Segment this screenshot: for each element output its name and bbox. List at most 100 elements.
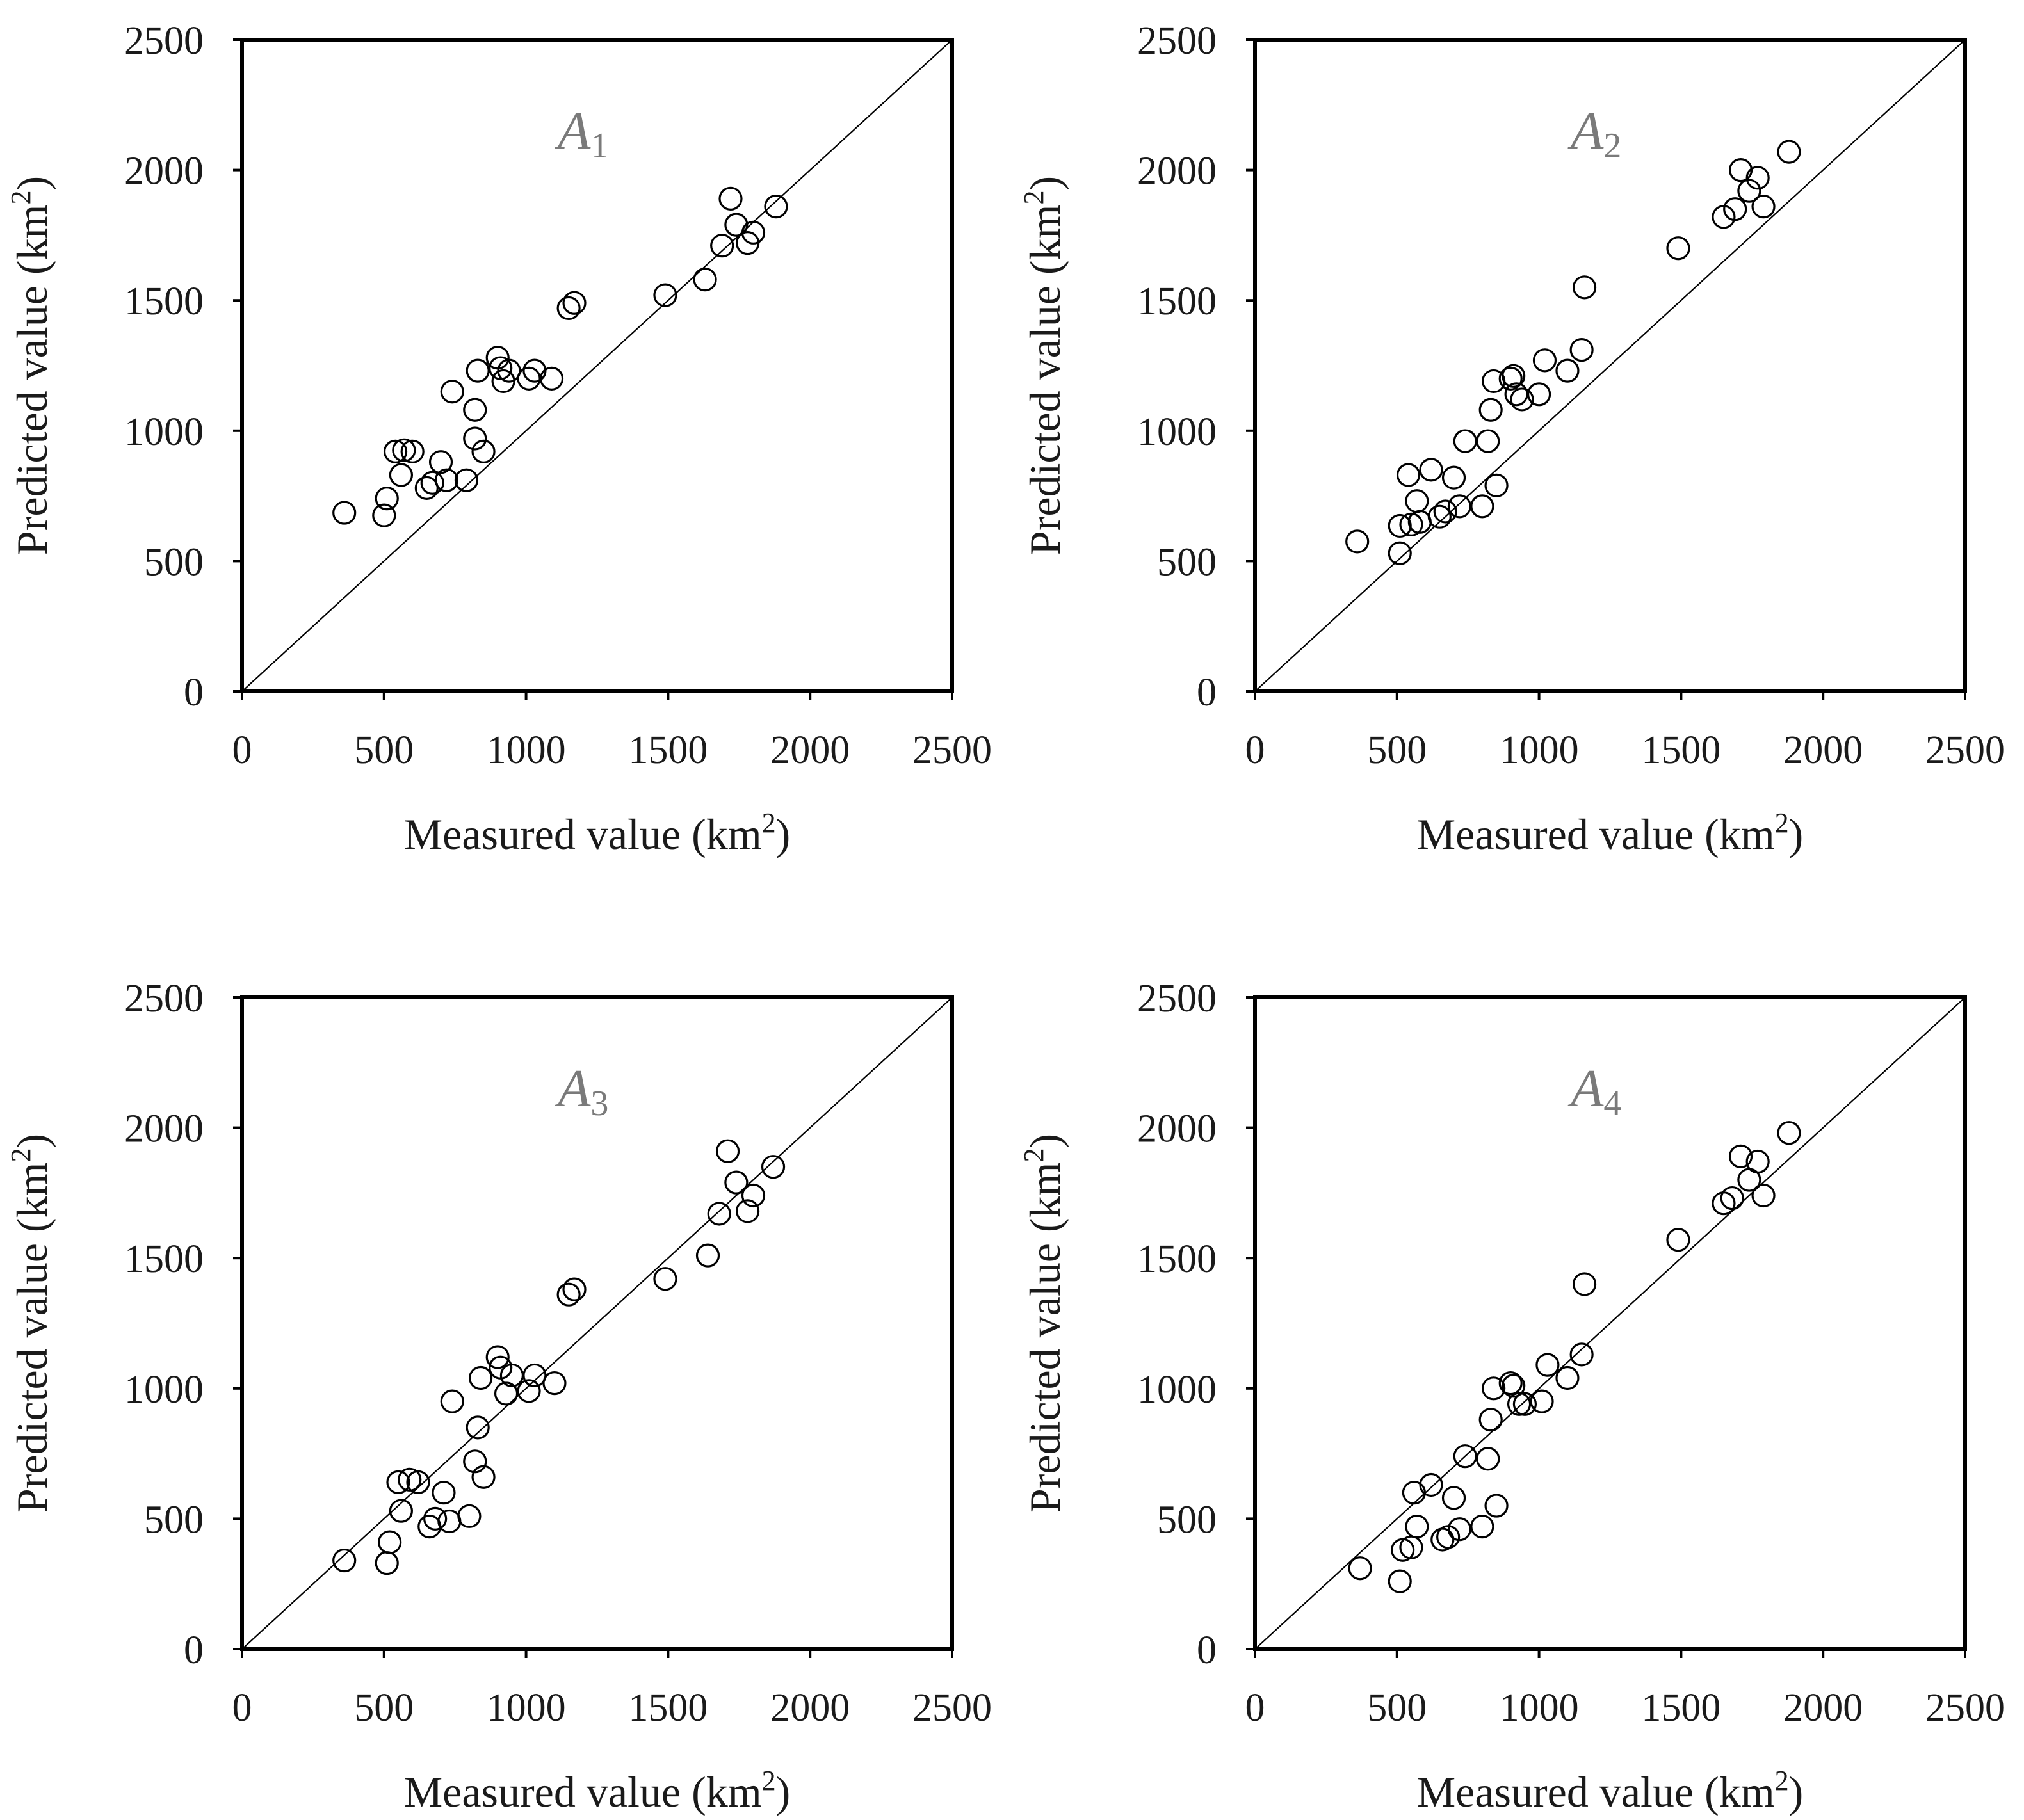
panel-label: A2 <box>1567 101 1621 166</box>
plot-frame <box>240 995 954 1651</box>
data-point <box>494 1381 519 1406</box>
x-axis-title: Measured value (km2) <box>1417 807 1804 858</box>
data-point <box>1751 195 1776 219</box>
y-tick-label: 0 <box>1197 1629 1217 1672</box>
x-tick-label: 1000 <box>487 1686 566 1730</box>
x-tick-label: 0 <box>232 1686 252 1730</box>
x-tick-label: 0 <box>1245 729 1265 772</box>
y-tick-label: 1500 <box>124 280 204 323</box>
data-point <box>463 426 487 451</box>
data-point <box>1751 1183 1776 1208</box>
y-tick-label: 500 <box>1157 540 1217 584</box>
data-point <box>454 468 479 492</box>
data-point <box>1666 1228 1690 1252</box>
data-point <box>1402 1481 1427 1505</box>
data-point <box>432 1481 456 1505</box>
data-point <box>1535 1353 1560 1377</box>
data-point <box>389 463 414 487</box>
data-point <box>522 358 547 383</box>
data-point <box>375 487 399 511</box>
data-point <box>653 1267 677 1291</box>
data-point <box>741 220 766 245</box>
data-point <box>469 1365 493 1390</box>
data-point <box>1498 1371 1523 1396</box>
data-point <box>1405 489 1429 513</box>
scatter-panel-3: 0 500 1000 1500 2000 2500 0 500 1000 1500 2000 2500… <box>5 977 992 1816</box>
data-point <box>1484 1494 1509 1518</box>
data-point <box>406 1470 430 1494</box>
data-point <box>378 1530 402 1554</box>
y-tick-label: 1000 <box>1137 410 1217 454</box>
data-point <box>764 195 788 219</box>
data-point <box>1470 494 1494 519</box>
data-point <box>1723 197 1747 221</box>
data-point <box>1447 494 1471 519</box>
x-tick-label: 1000 <box>487 729 566 772</box>
panel-label: A1 <box>555 101 608 166</box>
data-point <box>423 1506 448 1531</box>
y-tick-label: 500 <box>144 540 204 584</box>
data-point <box>1405 1515 1429 1539</box>
data-point <box>440 380 464 404</box>
y-tick-label: 500 <box>1157 1498 1217 1542</box>
data-point <box>718 186 743 211</box>
x-tick-label: 2500 <box>1925 1686 2005 1730</box>
x-tick-label: 2000 <box>770 729 850 772</box>
data-point <box>562 1277 587 1301</box>
y-tick-label: 2500 <box>124 19 204 63</box>
data-point <box>1441 1486 1466 1510</box>
data-point <box>392 438 416 462</box>
x-tick-label: 500 <box>1367 1686 1427 1730</box>
data-point <box>562 291 587 315</box>
y-tick-label: 2500 <box>1137 19 1217 63</box>
data-point <box>386 1470 410 1494</box>
data-point <box>463 1449 487 1474</box>
data-point <box>434 468 458 492</box>
data-point <box>1777 1121 1801 1145</box>
x-tick-label: 0 <box>1245 1686 1265 1730</box>
x-tick-label: 0 <box>232 729 252 772</box>
y-tick-label: 1500 <box>1137 1237 1217 1281</box>
data-point <box>1345 529 1370 554</box>
data-point <box>332 1548 357 1573</box>
data-point <box>517 366 541 391</box>
y-tick-label: 2500 <box>1137 977 1217 1020</box>
panel-label: A4 <box>1567 1059 1621 1123</box>
data-point <box>332 501 357 525</box>
data-point <box>383 439 408 463</box>
y-tick-label: 1000 <box>1137 1368 1217 1412</box>
data-point <box>1737 179 1761 203</box>
data-point <box>1478 1408 1503 1432</box>
data-point <box>1745 1149 1770 1174</box>
y-tick-label: 2500 <box>124 977 204 1020</box>
data-point <box>457 1504 482 1528</box>
data-point <box>1720 1186 1744 1211</box>
x-tick-label: 500 <box>354 1686 414 1730</box>
data-point <box>375 1551 399 1575</box>
data-point <box>556 1282 581 1307</box>
x-tick-label: 2500 <box>1925 729 2005 772</box>
y-axis-title: Predicted value (km2) <box>1018 1134 1069 1513</box>
data-point <box>1447 1517 1471 1542</box>
data-point <box>1498 366 1523 391</box>
data-point <box>471 1465 496 1489</box>
one-to-one-line <box>1254 997 1966 1650</box>
data-point <box>1388 541 1412 565</box>
data-point <box>1777 140 1801 164</box>
plot-frame <box>1253 995 1967 1651</box>
one-to-one-line <box>241 39 953 692</box>
data-point <box>372 503 396 527</box>
x-tick-label: 2500 <box>912 1686 992 1730</box>
data-point <box>542 1371 567 1396</box>
plot-frame <box>240 38 954 693</box>
data-point <box>715 1139 740 1163</box>
data-point <box>389 1499 414 1523</box>
data-point <box>1476 429 1500 453</box>
data-point <box>522 1363 547 1388</box>
data-point <box>1482 1376 1506 1401</box>
x-tick-label: 1500 <box>628 729 708 772</box>
data-point <box>653 283 677 307</box>
data-point <box>414 476 439 500</box>
y-tick-label: 2000 <box>1137 1107 1217 1151</box>
x-tick-label: 1500 <box>628 1686 708 1730</box>
